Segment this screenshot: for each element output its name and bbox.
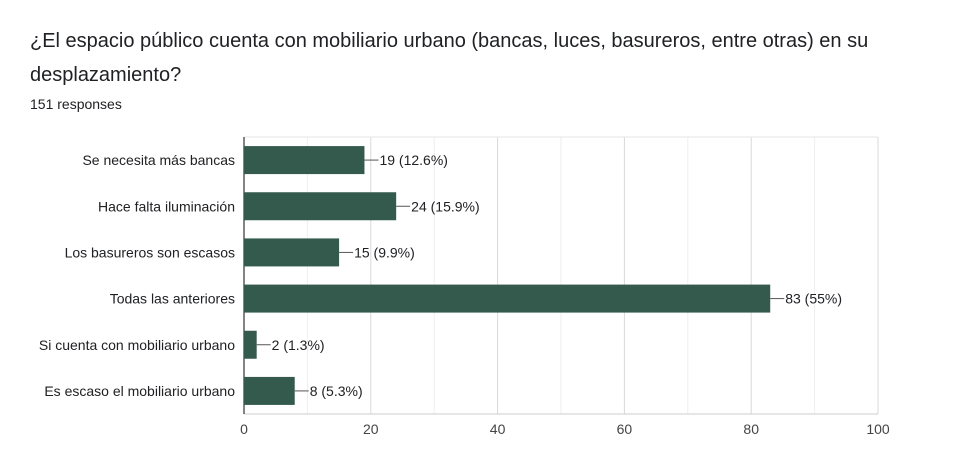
x-tick-label: 100	[866, 421, 890, 437]
x-tick-label: 0	[240, 421, 248, 437]
bars-group	[244, 146, 771, 405]
gridlines	[243, 136, 879, 415]
bar[interactable]	[244, 192, 397, 221]
x-tick-label: 60	[617, 421, 633, 437]
category-label: Hace falta iluminación	[98, 198, 235, 214]
data-label: 19 (12.6%)	[379, 152, 447, 168]
chart-header: ¿El espacio público cuenta con mobiliari…	[30, 24, 950, 112]
chart-question-title: ¿El espacio público cuenta con mobiliari…	[30, 30, 869, 86]
category-labels: Se necesita más bancas Hace falta ilumina…	[39, 152, 235, 399]
bar[interactable]	[244, 330, 257, 359]
category-label: Todas las anteriores	[110, 291, 235, 307]
x-tick-label: 80	[743, 421, 759, 437]
x-tick-label: 40	[490, 421, 506, 437]
response-count: 151 responses	[30, 96, 122, 112]
x-tick-label: 20	[363, 421, 379, 437]
data-label: 15 (9.9%)	[354, 244, 415, 260]
bar[interactable]	[244, 376, 295, 405]
category-label: Los basureros son escasos	[65, 244, 235, 260]
data-label: 24 (15.9%)	[411, 198, 479, 214]
category-label: Si cuenta con mobiliario urbano	[39, 337, 235, 353]
bar[interactable]	[244, 284, 771, 313]
category-label: Es escaso el mobiliario urbano	[44, 383, 235, 399]
data-label: 8 (5.3%)	[310, 383, 363, 399]
data-label: 2 (1.3%)	[272, 337, 325, 353]
category-label: Se necesita más bancas	[82, 152, 235, 168]
data-labels: 19 (12.6%) 24 (15.9%) 15 (9.9%) 83 (55%) 2 (…	[256, 152, 842, 399]
x-axis-tick-labels: 0 20 40 60 80 100	[240, 421, 890, 437]
bar[interactable]	[244, 238, 340, 267]
bar[interactable]	[244, 146, 365, 175]
data-label: 83 (55%)	[785, 291, 842, 307]
